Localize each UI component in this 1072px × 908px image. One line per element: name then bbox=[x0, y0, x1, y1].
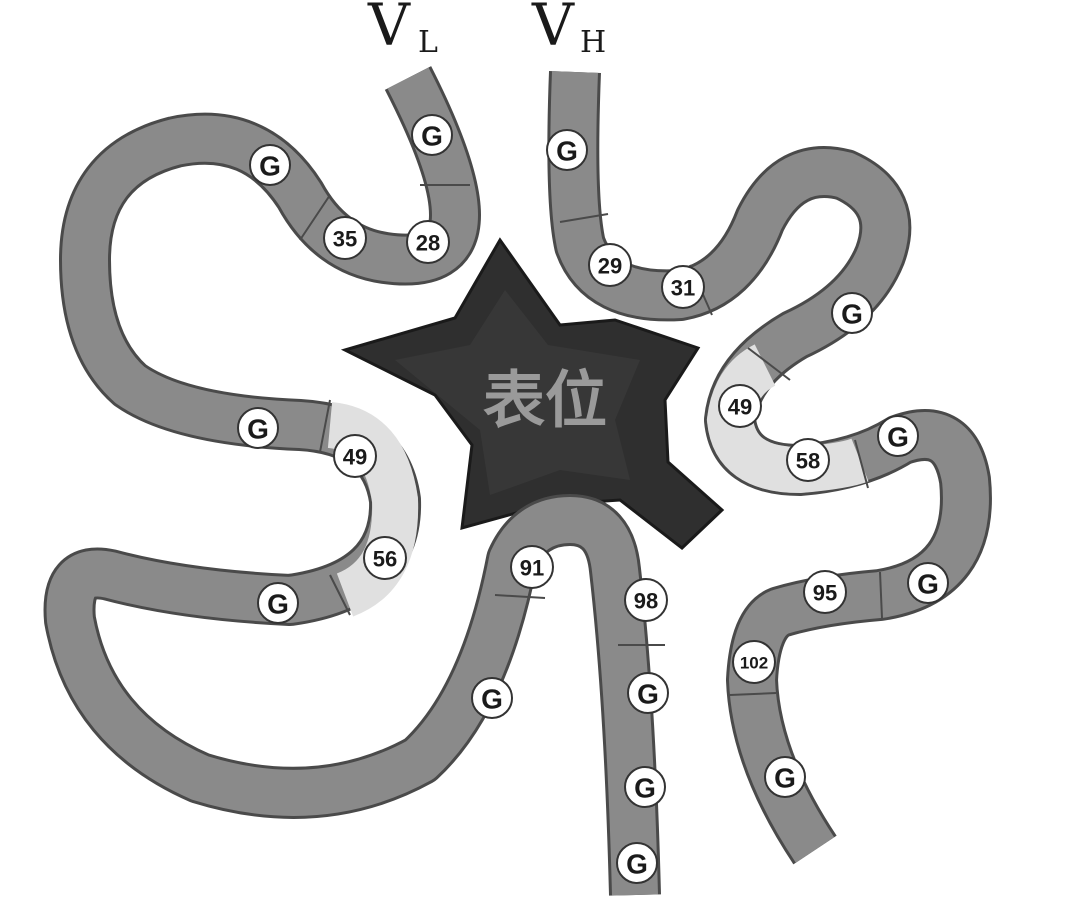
svg-text:G: G bbox=[556, 136, 578, 167]
svg-text:G: G bbox=[481, 684, 503, 715]
residue-marker-vl-91: 91 bbox=[510, 545, 554, 589]
svg-text:G: G bbox=[917, 569, 939, 600]
residue-marker-vl-49: 49 bbox=[333, 434, 377, 478]
vl-label-sub: L bbox=[418, 25, 438, 60]
svg-text:91: 91 bbox=[520, 556, 544, 581]
svg-text:98: 98 bbox=[634, 589, 658, 614]
svg-text:102: 102 bbox=[740, 654, 768, 673]
residue-marker-vl-g3: G bbox=[237, 407, 279, 449]
svg-text:28: 28 bbox=[416, 231, 440, 256]
residue-marker-vl-g5: G bbox=[471, 677, 513, 719]
residue-marker-vh-29: 29 bbox=[588, 243, 632, 287]
residue-marker-vh-31: 31 bbox=[661, 265, 705, 309]
vh-label-sub: H bbox=[580, 25, 606, 60]
residue-marker-vh-95: 95 bbox=[803, 570, 847, 614]
svg-text:49: 49 bbox=[343, 445, 367, 470]
residue-marker-vh-g3: G bbox=[877, 415, 919, 457]
residue-marker-vh-49: 49 bbox=[718, 384, 762, 428]
residue-marker-vl-g2: G bbox=[249, 144, 291, 186]
vh-label: V bbox=[531, 0, 575, 59]
residue-marker-vh-g1: G bbox=[546, 129, 588, 171]
residue-marker-vl-g1: G bbox=[411, 114, 453, 156]
svg-text:G: G bbox=[637, 679, 659, 710]
residue-marker-vl-g4: G bbox=[257, 582, 299, 624]
svg-text:G: G bbox=[421, 121, 443, 152]
residue-marker-c-g2: G bbox=[624, 766, 666, 808]
residue-marker-vh-58: 58 bbox=[786, 438, 830, 482]
svg-text:G: G bbox=[247, 414, 269, 445]
svg-text:G: G bbox=[774, 763, 796, 794]
svg-text:G: G bbox=[626, 849, 648, 880]
residue-marker-vl-28: 28 bbox=[406, 220, 450, 264]
svg-text:49: 49 bbox=[728, 395, 752, 420]
svg-text:G: G bbox=[267, 589, 289, 620]
svg-text:G: G bbox=[841, 299, 863, 330]
svg-text:31: 31 bbox=[671, 276, 695, 301]
residue-marker-vl-56: 56 bbox=[363, 536, 407, 580]
svg-text:29: 29 bbox=[598, 254, 622, 279]
residue-marker-c-g1: G bbox=[627, 672, 669, 714]
residue-marker-vh-g4: G bbox=[907, 562, 949, 604]
svg-text:G: G bbox=[259, 151, 281, 182]
epitope-label: 表位 bbox=[483, 364, 607, 437]
epitope-star bbox=[340, 237, 725, 550]
svg-text:35: 35 bbox=[333, 227, 357, 252]
residue-marker-c-g3: G bbox=[616, 842, 658, 884]
residue-marker-vl-35: 35 bbox=[323, 216, 367, 260]
svg-text:G: G bbox=[887, 422, 909, 453]
vl-label: V bbox=[367, 0, 411, 59]
residue-marker-vh-g2: G bbox=[831, 292, 873, 334]
residue-marker-vh-g5: G bbox=[764, 756, 806, 798]
svg-text:58: 58 bbox=[796, 449, 820, 474]
residue-marker-vl-98: 98 bbox=[624, 578, 668, 622]
svg-text:G: G bbox=[634, 773, 656, 804]
residue-marker-vh-102: 102 bbox=[732, 640, 776, 684]
svg-text:95: 95 bbox=[813, 581, 837, 606]
svg-text:56: 56 bbox=[373, 547, 397, 572]
